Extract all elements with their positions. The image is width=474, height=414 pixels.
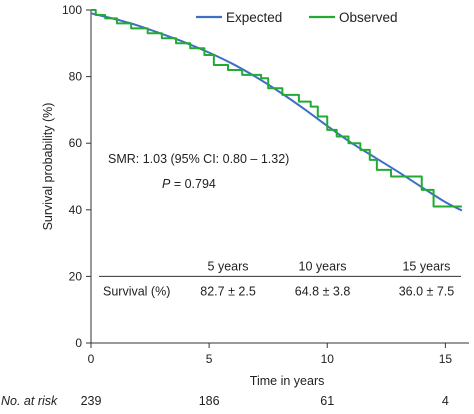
smr-annotation: SMR: 1.03 (95% CI: 0.80 – 1.32) [108,152,289,166]
y-axis-title: Survival probability (%) [41,103,55,231]
x-tick-label: 15 [439,352,453,366]
series-line-expected [90,12,463,212]
x-tick-label: 0 [88,352,95,366]
at-risk-value: 239 [81,394,102,408]
table-cell: 64.8 ± 3.8 [295,284,351,298]
annotation-group: SMR: 1.03 (95% CI: 0.80 – 1.32) P = 0.79… [108,152,289,191]
at-risk-value: 4 [442,394,449,408]
legend: Expected Observed [196,10,398,25]
y-tick-label: 80 [69,70,83,84]
y-tick-label: 60 [69,136,83,150]
y-tick-label: 20 [69,269,83,283]
y-tick-label: 40 [69,203,83,217]
y-tick-label: 0 [75,336,82,350]
x-axis-title: Time in years [250,374,325,388]
table-cell: 36.0 ± 7.5 [399,284,455,298]
legend-label: Observed [339,10,398,25]
at-risk-label: No. at risk [1,394,58,408]
plot-series [90,9,463,212]
x-tick-label: 5 [206,352,213,366]
at-risk-row: No. at risk 239 186 61 4 [1,394,449,408]
p-value: = 0.794 [170,177,216,191]
p-value-annotation: P = 0.794 [162,177,216,191]
x-tick-label: 10 [321,352,335,366]
table-column-header: 15 years [402,259,450,273]
at-risk-value: 186 [199,394,220,408]
axes: 0 20 40 60 80 100 0 5 10 15 Time in years Survival … [41,3,469,388]
at-risk-value: 61 [320,394,334,408]
table-row-label: Survival (%) [103,284,170,298]
table-column-header: 5 years [208,259,249,273]
survival-table: 5 years 82.7 ± 2.5 10 years 64.8 ± 3.8 15 ye… [99,259,461,298]
legend-label: Expected [226,10,282,25]
series-line-observed [91,9,462,208]
p-label: P [162,177,171,191]
y-tick-label: 100 [62,3,82,17]
table-cell: 82.7 ± 2.5 [200,284,256,298]
table-column-header: 10 years [299,259,347,273]
